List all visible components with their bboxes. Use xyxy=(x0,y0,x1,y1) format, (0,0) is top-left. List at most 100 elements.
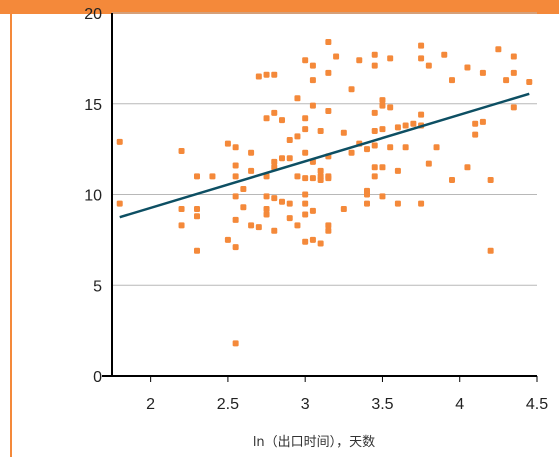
y-tick-label: 20 xyxy=(84,6,102,23)
x-tick-label: 3.5 xyxy=(371,396,393,413)
data-point xyxy=(194,213,200,220)
trendline-group xyxy=(119,92,530,219)
data-points xyxy=(116,39,533,347)
data-point xyxy=(240,204,247,211)
data-point xyxy=(371,142,378,149)
data-point xyxy=(510,104,517,111)
data-point xyxy=(263,211,270,218)
data-point xyxy=(302,57,309,64)
data-point xyxy=(232,162,239,169)
data-point xyxy=(271,195,278,202)
data-point xyxy=(379,97,386,104)
data-point xyxy=(325,222,332,229)
data-point xyxy=(418,55,425,62)
data-point xyxy=(356,57,363,64)
gridlines xyxy=(112,12,537,286)
data-point xyxy=(464,64,471,71)
data-point xyxy=(294,95,301,102)
data-point xyxy=(441,51,448,58)
data-point xyxy=(464,164,471,171)
data-point xyxy=(472,131,479,138)
data-point xyxy=(271,158,278,165)
data-point xyxy=(418,111,425,118)
data-point xyxy=(425,62,432,69)
data-point xyxy=(194,173,200,180)
data-point xyxy=(263,71,270,78)
data-point xyxy=(348,86,355,93)
data-point xyxy=(302,238,309,245)
data-point xyxy=(286,215,293,222)
data-point xyxy=(479,118,486,125)
data-point xyxy=(302,211,309,218)
data-point xyxy=(194,247,200,254)
data-point xyxy=(302,191,309,198)
data-point xyxy=(402,122,409,129)
data-point xyxy=(510,69,517,76)
tick-labels: 0 5 10 15 20 2 2.5 3 3.5 4 4.5 xyxy=(84,6,548,413)
data-point xyxy=(294,173,301,180)
data-point xyxy=(302,149,309,156)
data-point xyxy=(487,176,494,183)
data-point xyxy=(394,124,401,131)
data-point xyxy=(449,77,455,84)
data-point xyxy=(263,206,270,213)
data-point xyxy=(503,77,510,84)
data-point xyxy=(263,115,270,122)
data-point xyxy=(232,340,239,347)
data-point xyxy=(263,173,270,180)
data-point xyxy=(364,191,370,198)
data-point xyxy=(379,193,386,200)
data-point xyxy=(449,176,455,183)
data-point xyxy=(371,127,378,134)
data-point xyxy=(526,78,533,85)
data-point xyxy=(279,117,285,124)
data-point xyxy=(495,46,502,53)
data-point xyxy=(294,133,301,140)
data-point xyxy=(271,164,278,171)
data-point xyxy=(309,175,316,182)
x-tick-label: 2 xyxy=(146,396,155,413)
data-point xyxy=(309,207,316,214)
data-point xyxy=(425,160,432,167)
data-point xyxy=(487,247,494,254)
data-point xyxy=(116,138,123,145)
data-point xyxy=(178,206,185,213)
data-point xyxy=(387,104,394,111)
data-point xyxy=(371,109,378,116)
x-tick-label: 4.5 xyxy=(526,396,548,413)
data-point xyxy=(402,144,409,151)
data-point xyxy=(348,149,355,156)
data-point xyxy=(271,109,278,116)
data-point xyxy=(178,147,185,154)
data-point xyxy=(340,129,347,136)
data-point xyxy=(240,186,247,193)
data-point xyxy=(479,69,486,76)
data-point xyxy=(379,126,386,133)
data-point xyxy=(271,71,278,78)
data-point xyxy=(472,120,479,127)
data-point xyxy=(410,120,417,127)
axes xyxy=(102,13,538,382)
data-point xyxy=(255,73,262,80)
data-point xyxy=(286,200,293,207)
data-point xyxy=(387,144,394,151)
data-point xyxy=(394,167,401,174)
data-point xyxy=(387,55,394,62)
data-point xyxy=(271,227,278,234)
data-point xyxy=(309,236,316,243)
data-point xyxy=(371,62,378,69)
data-point xyxy=(302,115,309,122)
y-tick-label: 15 xyxy=(84,97,102,114)
data-point xyxy=(418,200,425,207)
data-point xyxy=(209,173,216,180)
data-point xyxy=(279,155,285,162)
y-tick-label: 0 xyxy=(93,369,102,386)
accent-header-bar xyxy=(0,0,559,14)
data-point xyxy=(302,175,309,182)
data-point xyxy=(364,200,370,207)
data-point xyxy=(325,227,332,234)
data-point xyxy=(302,126,309,133)
y-tick-label: 5 xyxy=(93,278,102,295)
